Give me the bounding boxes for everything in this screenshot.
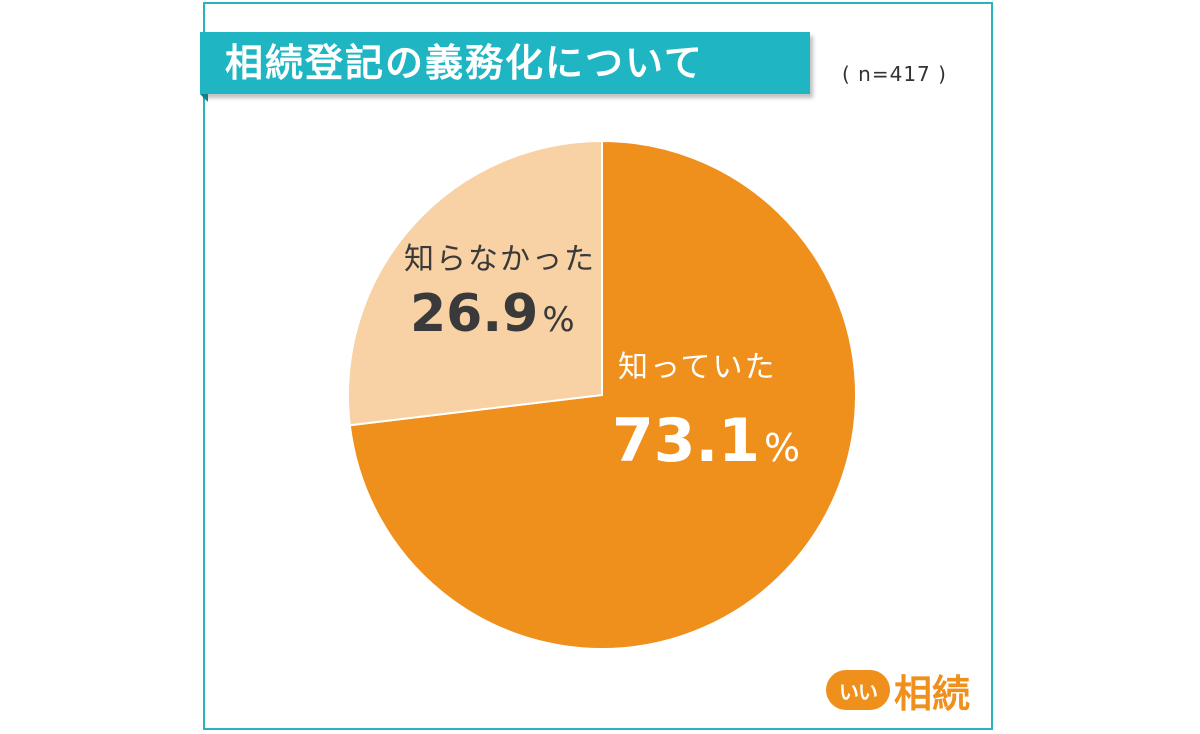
- brand-logo: いい 相続: [826, 668, 970, 716]
- slice-value-aware-number: 73.1: [612, 406, 761, 476]
- slice-label-unaware: 知らなかった: [404, 242, 596, 277]
- slice-value-unaware: 26.9%: [410, 284, 575, 344]
- sample-size-label: ( n=417 ): [842, 62, 947, 86]
- title-banner-fold: [200, 94, 208, 102]
- chart-title: 相続登記の義務化について: [225, 41, 704, 85]
- brand-logo-word: 相続: [894, 671, 971, 716]
- brand-logo-badge: いい: [826, 670, 890, 710]
- title-banner: [200, 32, 810, 94]
- slice-value-unaware-unit: %: [542, 300, 575, 340]
- slice-label-aware: 知っていた: [618, 350, 777, 385]
- slice-value-unaware-number: 26.9: [410, 284, 539, 344]
- slice-value-aware: 73.1%: [612, 406, 800, 476]
- slice-value-aware-unit: %: [764, 426, 801, 470]
- pie-slice-unaware: [347, 139, 603, 427]
